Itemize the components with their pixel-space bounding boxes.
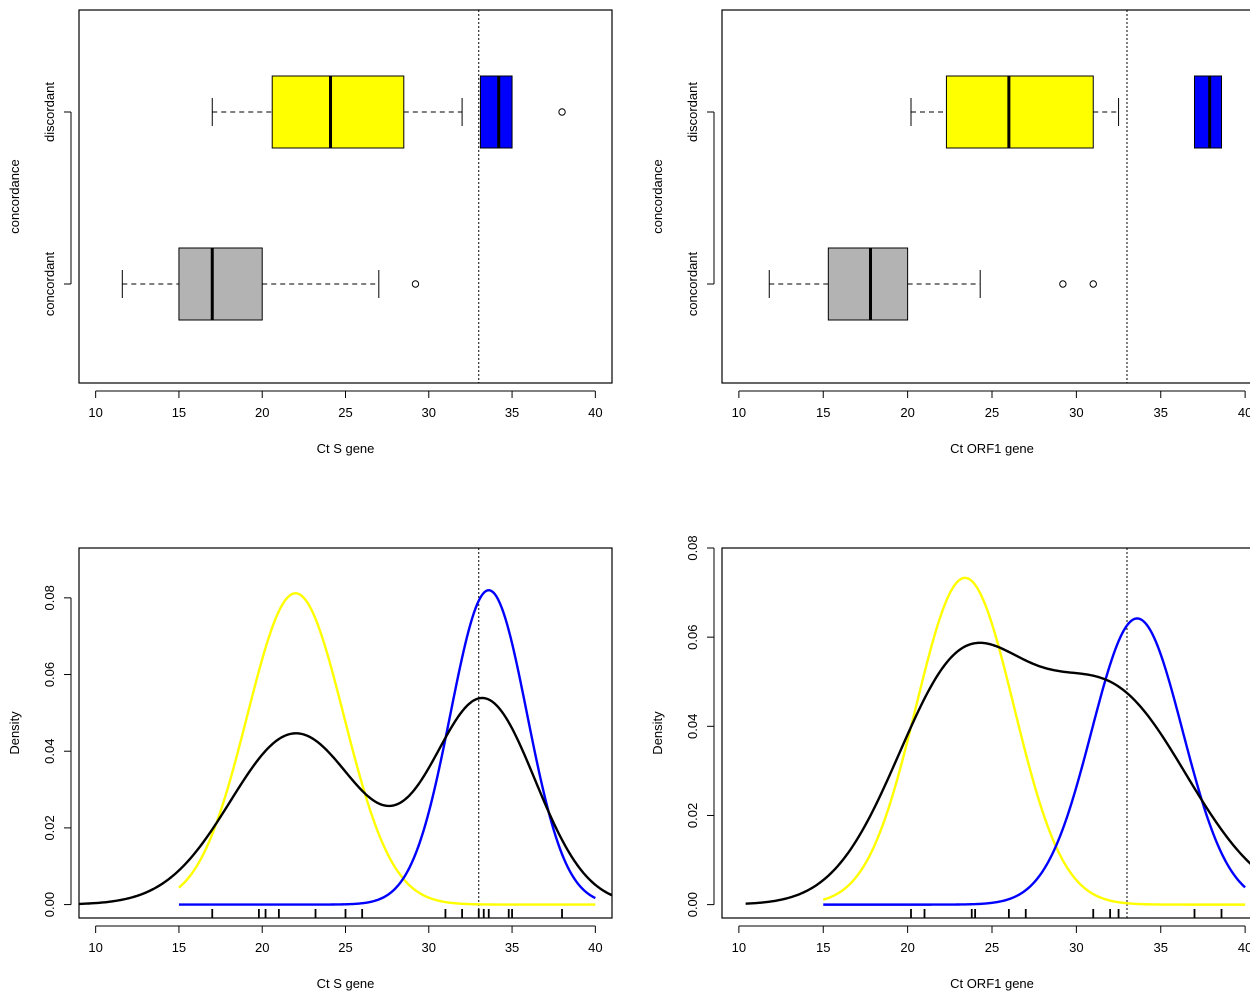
- y-tick-label: discordant: [42, 82, 57, 142]
- x-tick-label: 20: [255, 405, 269, 420]
- y-tick-label: 0.08: [42, 585, 57, 610]
- outlier-point: [558, 108, 566, 116]
- density-curve-overall_density: [745, 641, 1250, 905]
- box-iqr: [1194, 75, 1222, 149]
- density-curve-discordant_high: [823, 617, 1246, 906]
- y-tick-label: concordant: [42, 251, 57, 316]
- y-tick-label: 0.02: [42, 815, 57, 840]
- x-tick-label: 25: [338, 405, 352, 420]
- density-ct-orf1-gene: 0.00 0.02 0.04 0.06 0.08 Density 10 15 20 25 30 35 4…: [650, 535, 1250, 991]
- box-concordant-concordant: [121, 247, 420, 321]
- outlier-point: [411, 280, 420, 288]
- box-discordant-discordant_low: [211, 75, 463, 149]
- box-iqr: [945, 75, 1094, 149]
- y-tick-label: 0.06: [42, 662, 57, 687]
- x-tick-label: 40: [1238, 405, 1250, 420]
- x-tick-label: 20: [900, 405, 914, 420]
- plot-frame: [721, 9, 1250, 384]
- x-tick-label: 20: [900, 940, 914, 955]
- x-tick-label: 25: [338, 940, 352, 955]
- boxplot-ct-s-gene: concordant discordant concordance 10 15 20 25 3…: [7, 9, 613, 456]
- box-iqr: [827, 247, 909, 321]
- plot-frame: [721, 547, 1250, 919]
- x-tick-label: 15: [172, 940, 186, 955]
- density-curve-discordant_low: [822, 576, 1246, 906]
- x-axis-label: Ct ORF1 gene: [950, 976, 1034, 991]
- y-tick-label: concordant: [685, 251, 700, 316]
- x-tick-label: 10: [88, 940, 102, 955]
- x-tick-label: 25: [985, 405, 999, 420]
- x-axis-label: Ct S gene: [317, 976, 375, 991]
- y-axis-label: concordance: [650, 159, 665, 233]
- box-discordant-discordant_high: [479, 75, 566, 149]
- x-tick-label: 10: [732, 405, 746, 420]
- y-tick-label: 0.00: [685, 892, 700, 917]
- x-tick-label: 35: [1154, 405, 1168, 420]
- x-tick-label: 40: [588, 940, 602, 955]
- y-tick-label: 0.00: [42, 892, 57, 917]
- y-tick-label: 0.08: [685, 535, 700, 560]
- x-tick-label: 10: [88, 405, 102, 420]
- plot-frame: [78, 9, 613, 384]
- box-concordant-concordant: [768, 247, 1097, 321]
- box-discordant-discordant_high: [1194, 75, 1222, 149]
- y-tick-label: 0.04: [685, 714, 700, 739]
- x-tick-label: 30: [422, 940, 436, 955]
- plot-area: [745, 548, 1250, 918]
- outlier-point: [1059, 280, 1067, 288]
- plot-area: [79, 548, 612, 918]
- x-tick-label: 15: [816, 405, 830, 420]
- boxplot-ct-orf1-gene: concordant discordant concordance 10 15 20 25 3…: [650, 9, 1250, 456]
- density-curve-overall_density: [79, 696, 612, 906]
- x-tick-label: 10: [732, 940, 746, 955]
- density-ct-s-gene: 0.00 0.02 0.04 0.06 0.08 Density 10 15 20 25 30 35 4…: [7, 547, 613, 991]
- x-tick-label: 35: [1154, 940, 1168, 955]
- x-axis-label: Ct S gene: [317, 441, 375, 456]
- box-iqr: [479, 75, 513, 149]
- x-tick-label: 15: [816, 940, 830, 955]
- box-iqr: [271, 75, 405, 149]
- x-tick-label: 40: [588, 405, 602, 420]
- x-tick-label: 30: [422, 405, 436, 420]
- y-axis-label: Density: [650, 711, 665, 755]
- x-tick-label: 35: [505, 405, 519, 420]
- density-curve-discordant_high: [178, 589, 596, 906]
- x-tick-label: 30: [1069, 940, 1083, 955]
- density-curve-discordant_low: [178, 592, 596, 906]
- outlier-point: [1089, 280, 1097, 288]
- y-axis-label: Density: [7, 711, 22, 755]
- box-iqr: [178, 247, 263, 321]
- box-discordant-discordant_low: [910, 75, 1120, 149]
- x-tick-label: 15: [172, 405, 186, 420]
- y-tick-label: 0.04: [42, 739, 57, 764]
- x-tick-label: 35: [505, 940, 519, 955]
- y-tick-label: 0.02: [685, 803, 700, 828]
- y-tick-label: discordant: [685, 82, 700, 142]
- x-tick-label: 30: [1069, 405, 1083, 420]
- x-tick-label: 20: [255, 940, 269, 955]
- y-tick-label: 0.06: [685, 625, 700, 650]
- x-tick-label: 40: [1238, 940, 1250, 955]
- x-axis-label: Ct ORF1 gene: [950, 441, 1034, 456]
- y-axis-label: concordance: [7, 159, 22, 233]
- x-tick-label: 25: [985, 940, 999, 955]
